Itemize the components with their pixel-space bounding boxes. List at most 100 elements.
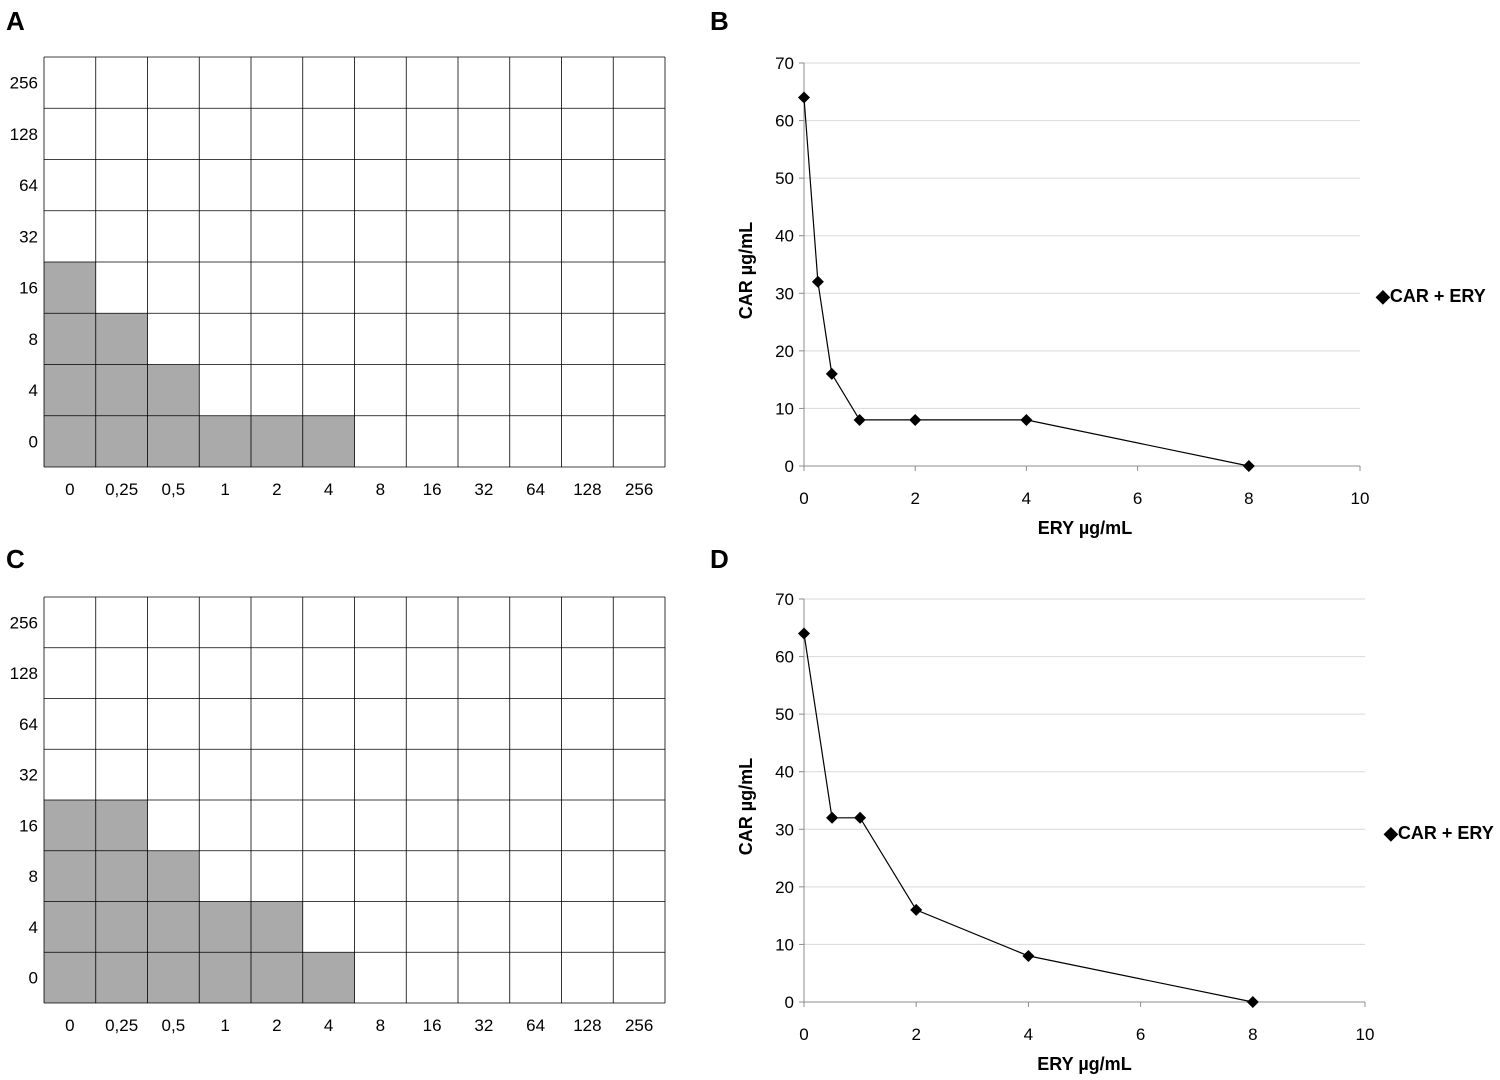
y-tick-label: 10 — [775, 935, 794, 954]
column-label: 4 — [324, 480, 333, 499]
y-tick-label: 60 — [775, 648, 794, 667]
y-tick-label: 40 — [775, 763, 794, 782]
column-label: 32 — [474, 1016, 493, 1035]
growth-cell — [44, 364, 96, 416]
panel-letter-b: B — [710, 6, 729, 36]
horizontal-gridlines — [804, 598, 1365, 945]
data-point — [853, 413, 866, 426]
y-axis-title: CAR µg/mL — [736, 758, 756, 855]
panel-a: A 256 128 64 32 16 8 4 0 0 0,25 0,5 1 2 … — [6, 6, 666, 499]
row-label: 16 — [19, 816, 38, 835]
checkerboard-grid-lines — [43, 56, 666, 468]
legend-entry: ◆CAR + ERY — [1375, 286, 1486, 306]
growth-cell — [44, 901, 96, 953]
series-line — [803, 97, 1249, 467]
legend-entry: ◆CAR + ERY — [1383, 823, 1494, 843]
row-label: 0 — [29, 969, 38, 988]
column-label: 64 — [526, 480, 545, 499]
column-label: 8 — [376, 1016, 385, 1035]
growth-cell — [95, 364, 148, 416]
column-label: 2 — [272, 1016, 281, 1035]
growth-cell — [147, 415, 200, 467]
growth-cell — [95, 901, 148, 953]
column-label: 0,5 — [162, 1016, 186, 1035]
growth-cell — [44, 415, 96, 467]
x-tick-label: 6 — [1136, 1025, 1145, 1044]
growth-cell — [44, 850, 96, 902]
plot-axes — [799, 598, 1366, 1007]
row-label: 4 — [29, 918, 38, 937]
row-label: 256 — [10, 613, 38, 632]
growth-cell — [199, 901, 251, 953]
row-label: 128 — [10, 125, 38, 144]
growth-cell — [251, 901, 303, 953]
horizontal-gridlines — [804, 62, 1360, 409]
x-tick-label: 8 — [1244, 489, 1253, 508]
growth-cell — [302, 952, 355, 1003]
x-tick-label: 6 — [1133, 489, 1142, 508]
checkerboard-row-labels: 256 128 64 32 16 8 4 0 — [10, 74, 38, 452]
row-label: 64 — [19, 176, 38, 195]
column-label: 2 — [272, 480, 281, 499]
row-label: 4 — [29, 381, 38, 400]
y-axis-title: CAR µg/mL — [736, 222, 756, 319]
growth-cell — [44, 262, 96, 314]
panel-b: B 0 10 20 30 40 50 60 70 0 2 4 6 8 10 ER… — [710, 6, 1486, 538]
growth-cell — [95, 415, 148, 467]
x-tick-label: 4 — [1022, 489, 1031, 508]
row-label: 16 — [19, 279, 38, 298]
growth-cell — [251, 415, 303, 467]
column-label: 128 — [573, 1016, 601, 1035]
growth-cell — [44, 952, 96, 1003]
y-tick-label: 70 — [775, 590, 794, 609]
y-tick-label: 50 — [775, 705, 794, 724]
y-tick-label: 50 — [775, 169, 794, 188]
growth-cell — [199, 952, 251, 1003]
growth-cell — [95, 952, 148, 1003]
growth-cell — [147, 850, 200, 902]
y-tick-labels: 0 10 20 30 40 50 60 70 — [775, 54, 794, 476]
growth-cell — [147, 364, 200, 416]
row-label: 8 — [29, 867, 38, 886]
column-label: 16 — [423, 480, 442, 499]
x-tick-label: 8 — [1248, 1025, 1257, 1044]
x-tick-label: 2 — [910, 489, 919, 508]
data-point — [1022, 949, 1035, 962]
x-tick-label: 2 — [911, 1025, 920, 1044]
column-label: 0 — [65, 1016, 74, 1035]
growth-cell — [302, 415, 355, 467]
row-label: 32 — [19, 227, 38, 246]
growth-cell — [147, 952, 200, 1003]
data-point — [825, 367, 838, 380]
series-car-ery — [798, 91, 1255, 472]
y-tick-label: 30 — [775, 284, 794, 303]
column-label: 256 — [625, 1016, 653, 1035]
column-label: 0,25 — [105, 1016, 138, 1035]
growth-cell — [147, 901, 200, 953]
row-label: 32 — [19, 766, 38, 785]
growth-cell — [251, 952, 303, 1003]
column-label: 256 — [625, 480, 653, 499]
checkerboard-row-labels: 256 128 64 32 16 8 4 0 — [10, 613, 38, 987]
data-point — [1246, 996, 1259, 1008]
plot-axes — [799, 62, 1361, 471]
x-axis-title: ERY µg/mL — [1038, 518, 1132, 538]
row-label: 128 — [10, 664, 38, 683]
growth-cell — [95, 313, 148, 365]
data-point — [798, 91, 810, 104]
column-label: 64 — [526, 1016, 545, 1035]
y-tick-label: 10 — [775, 399, 794, 418]
x-tick-label: 4 — [1024, 1025, 1033, 1044]
column-label: 1 — [220, 1016, 229, 1035]
data-point — [1242, 460, 1255, 472]
column-label: 0,25 — [105, 480, 138, 499]
data-point — [826, 811, 839, 824]
y-tick-label: 60 — [775, 112, 794, 131]
data-point — [854, 811, 867, 824]
y-tick-label: 70 — [775, 54, 794, 73]
x-tick-label: 0 — [799, 1025, 808, 1044]
x-axis-title: ERY µg/mL — [1037, 1054, 1131, 1074]
column-label: 32 — [474, 480, 493, 499]
column-label: 128 — [573, 480, 601, 499]
series-car-ery — [798, 627, 1259, 1008]
